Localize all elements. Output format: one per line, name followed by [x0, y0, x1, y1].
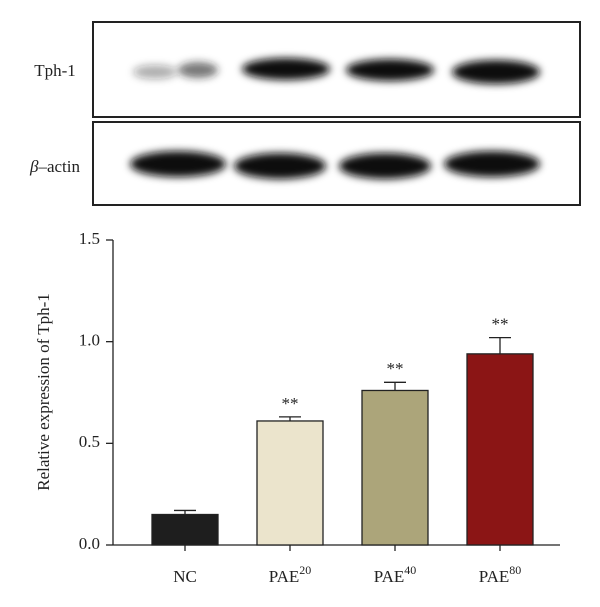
blot-label-text: –actin	[37, 157, 80, 176]
y-axis-label: Relative expression of Tph-1	[34, 293, 53, 491]
significance: **	[282, 394, 299, 413]
category: NC	[173, 567, 197, 586]
category: PAE	[269, 567, 300, 586]
blot-bands	[130, 58, 540, 179]
bar	[151, 513, 219, 546]
category-superscript: 80	[509, 563, 521, 577]
y-tick-label: 1.5	[79, 229, 100, 248]
blot-label-symbol: β	[29, 157, 39, 176]
y-tick-label: 0.0	[79, 534, 100, 553]
x-tick-label: NC	[173, 567, 197, 586]
bar	[256, 420, 324, 546]
x-tick-label: PAE40	[374, 563, 417, 586]
blot-label: β–actin	[29, 157, 81, 176]
significance: **	[492, 315, 509, 334]
category: PAE	[374, 567, 405, 586]
x-tick-label: PAE20	[269, 563, 312, 586]
significance: **	[387, 359, 404, 378]
category-superscript: 40	[404, 563, 416, 577]
bar	[361, 389, 429, 546]
category: PAE	[479, 567, 510, 586]
y-tick-label: 1.0	[79, 331, 100, 350]
y-tick-label: 0.5	[79, 432, 100, 451]
blot-label: Tph-1	[34, 61, 76, 80]
x-tick-label: PAE80	[479, 563, 522, 586]
category-superscript: 20	[299, 563, 311, 577]
bar	[466, 353, 534, 546]
